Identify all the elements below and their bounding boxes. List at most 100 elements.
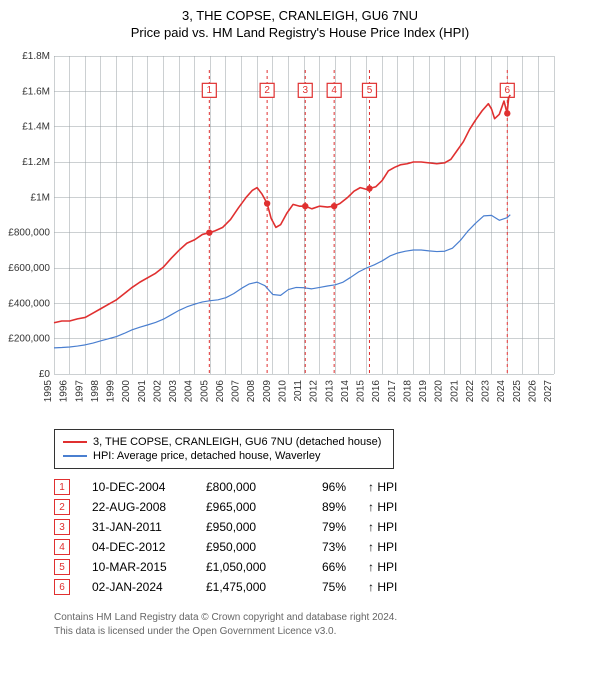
transaction-hpi-direction: ↑ HPI [368, 480, 410, 494]
footnote-line1: Contains HM Land Registry data © Crown c… [54, 611, 594, 625]
svg-text:3: 3 [302, 85, 308, 96]
transaction-marker: 5 [54, 559, 70, 575]
price-chart: £0 £200,000 £400,000 £600,000 £800,000 £1M £1.… [6, 46, 594, 421]
transaction-date: 22-AUG-2008 [92, 500, 184, 514]
svg-text:1996: 1996 [59, 380, 70, 403]
svg-text:1998: 1998 [90, 380, 101, 403]
svg-text:4: 4 [331, 85, 337, 96]
transaction-row: 5 10-MAR-2015 £1,050,000 66% ↑ HPI [54, 559, 594, 575]
svg-text:2017: 2017 [387, 380, 398, 403]
svg-text:2004: 2004 [184, 380, 195, 403]
transaction-row: 1 10-DEC-2004 £800,000 96% ↑ HPI [54, 479, 594, 495]
title-address: 3, THE COPSE, CRANLEIGH, GU6 7NU [6, 8, 594, 23]
svg-text:2012: 2012 [309, 380, 320, 403]
svg-text:2026: 2026 [527, 380, 538, 403]
transaction-date: 04-DEC-2012 [92, 540, 184, 554]
transaction-row: 6 02-JAN-2024 £1,475,000 75% ↑ HPI [54, 579, 594, 595]
transaction-pct: 96% [306, 480, 346, 494]
transaction-pct: 75% [306, 580, 346, 594]
legend-label: HPI: Average price, detached house, Wave… [93, 450, 320, 462]
transaction-price: £950,000 [206, 520, 284, 534]
svg-text:£1.2M: £1.2M [22, 157, 50, 168]
svg-text:2000: 2000 [121, 380, 132, 403]
transaction-date: 10-DEC-2004 [92, 480, 184, 494]
transaction-date: 02-JAN-2024 [92, 580, 184, 594]
svg-text:2009: 2009 [262, 380, 273, 403]
transaction-price: £800,000 [206, 480, 284, 494]
transaction-hpi-direction: ↑ HPI [368, 560, 410, 574]
svg-text:£0: £0 [39, 369, 51, 380]
svg-text:2005: 2005 [199, 380, 210, 403]
svg-text:2018: 2018 [402, 380, 413, 403]
svg-text:2022: 2022 [465, 380, 476, 403]
svg-text:£800,000: £800,000 [8, 228, 50, 239]
legend: 3, THE COPSE, CRANLEIGH, GU6 7NU (detach… [54, 429, 394, 469]
legend-item: HPI: Average price, detached house, Wave… [63, 450, 385, 462]
transaction-marker: 4 [54, 539, 70, 555]
transaction-marker: 6 [54, 579, 70, 595]
svg-text:£600,000: £600,000 [8, 263, 50, 274]
legend-swatch [63, 441, 87, 443]
transaction-hpi-direction: ↑ HPI [368, 540, 410, 554]
svg-text:2008: 2008 [246, 380, 257, 403]
svg-text:2006: 2006 [215, 380, 226, 403]
svg-text:2014: 2014 [340, 380, 351, 403]
svg-text:2010: 2010 [277, 380, 288, 403]
transaction-pct: 79% [306, 520, 346, 534]
svg-text:1999: 1999 [106, 380, 117, 403]
transaction-price: £965,000 [206, 500, 284, 514]
transaction-price: £1,050,000 [206, 560, 284, 574]
transaction-row: 4 04-DEC-2012 £950,000 73% ↑ HPI [54, 539, 594, 555]
transaction-date: 10-MAR-2015 [92, 560, 184, 574]
svg-text:£1M: £1M [31, 192, 50, 203]
svg-text:5: 5 [367, 85, 373, 96]
svg-text:2021: 2021 [449, 380, 460, 403]
svg-text:2007: 2007 [231, 380, 242, 403]
legend-item: 3, THE COPSE, CRANLEIGH, GU6 7NU (detach… [63, 436, 385, 448]
transaction-date: 31-JAN-2011 [92, 520, 184, 534]
transaction-pct: 89% [306, 500, 346, 514]
svg-text:2003: 2003 [168, 380, 179, 403]
transaction-hpi-direction: ↑ HPI [368, 580, 410, 594]
svg-text:1995: 1995 [43, 380, 54, 403]
transaction-table: 1 10-DEC-2004 £800,000 96% ↑ HPI 2 22-AUG-2008… [54, 479, 594, 595]
svg-text:2013: 2013 [324, 380, 335, 403]
svg-text:2002: 2002 [152, 380, 163, 403]
svg-text:2011: 2011 [293, 380, 304, 402]
footnote-line2: This data is licensed under the Open Gov… [54, 625, 594, 639]
svg-text:6: 6 [505, 85, 511, 96]
transaction-marker: 3 [54, 519, 70, 535]
transaction-row: 3 31-JAN-2011 £950,000 79% ↑ HPI [54, 519, 594, 535]
footnote: Contains HM Land Registry data © Crown c… [54, 611, 594, 638]
svg-text:2023: 2023 [481, 380, 492, 403]
legend-label: 3, THE COPSE, CRANLEIGH, GU6 7NU (detach… [93, 436, 381, 448]
title-subtitle: Price paid vs. HM Land Registry's House … [6, 25, 594, 40]
svg-text:£1.6M: £1.6M [22, 86, 50, 97]
chart-svg: £0 £200,000 £400,000 £600,000 £800,000 £1M £1.… [6, 46, 566, 416]
transaction-row: 2 22-AUG-2008 £965,000 89% ↑ HPI [54, 499, 594, 515]
svg-text:£200,000: £200,000 [8, 334, 50, 345]
transaction-hpi-direction: ↑ HPI [368, 500, 410, 514]
svg-text:2020: 2020 [434, 380, 445, 403]
svg-text:2024: 2024 [496, 380, 507, 403]
transaction-pct: 73% [306, 540, 346, 554]
svg-text:2019: 2019 [418, 380, 429, 403]
svg-text:2015: 2015 [356, 380, 367, 403]
svg-text:£1.4M: £1.4M [22, 122, 50, 133]
svg-text:1: 1 [207, 85, 213, 96]
svg-text:2025: 2025 [512, 380, 523, 403]
legend-swatch [63, 455, 87, 457]
svg-text:2016: 2016 [371, 380, 382, 403]
svg-text:£1.8M: £1.8M [22, 51, 50, 62]
transaction-marker: 1 [54, 479, 70, 495]
svg-text:1997: 1997 [74, 380, 85, 403]
svg-text:2001: 2001 [137, 380, 148, 403]
transaction-price: £1,475,000 [206, 580, 284, 594]
transaction-hpi-direction: ↑ HPI [368, 520, 410, 534]
transaction-pct: 66% [306, 560, 346, 574]
transaction-price: £950,000 [206, 540, 284, 554]
svg-text:2027: 2027 [543, 380, 554, 403]
transaction-marker: 2 [54, 499, 70, 515]
svg-text:2: 2 [264, 85, 270, 96]
svg-text:£400,000: £400,000 [8, 298, 50, 309]
